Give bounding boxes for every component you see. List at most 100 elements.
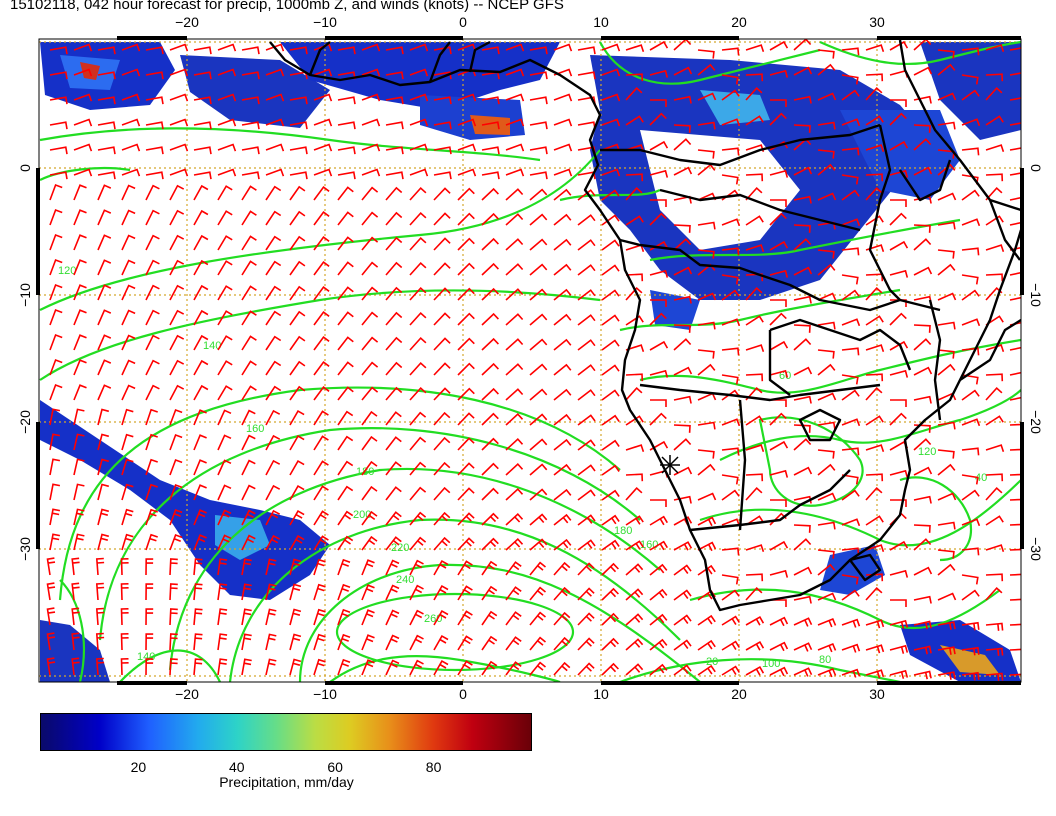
x-tick-label: −10 [313,686,337,700]
wind-barb [529,146,548,155]
wind-barb [49,533,61,551]
wind-barb [433,121,452,130]
wind-barb [337,121,356,130]
wind-barb [505,611,522,626]
wind-barb [889,169,909,178]
wind-barb [313,260,330,276]
wind-barb [529,121,548,130]
wind-barb [913,495,932,504]
wind-barb [553,586,571,601]
wind-barb [505,68,525,77]
wind-barb [577,637,595,651]
wind-barb [265,583,277,601]
wind-barb [49,308,63,326]
wind-barb [265,210,282,226]
wind-barb [1009,423,1021,426]
wind-barb [313,93,333,102]
wind-barb [361,68,381,77]
wind-barb [769,40,789,51]
colorbar [40,713,532,751]
wind-barb [289,121,308,130]
wind-barb [241,310,257,326]
wind-barb [865,486,883,501]
wind-barb [217,558,228,576]
wind-barb [985,173,1004,182]
wind-barb [457,462,475,476]
wind-barb [361,143,381,152]
wind-barb [601,264,620,276]
wind-barb [841,589,860,601]
wind-barb [313,185,330,201]
wind-barb [937,463,956,476]
wind-barb [169,658,178,676]
wind-barb [313,360,330,376]
wind-barb [769,569,789,578]
wind-barb [409,436,427,451]
wind-barb [1009,271,1021,276]
wind-barb [337,633,351,651]
wind-barb [169,558,178,576]
contour-label: 120 [918,446,936,458]
wind-barb [145,121,164,130]
wind-barb [433,212,451,226]
contour-label: 180 [614,525,632,537]
wind-barb [697,639,716,651]
wind-barb [697,541,717,552]
wind-barb [73,168,93,177]
wind-barb [265,118,285,127]
wind-barb [529,363,548,376]
wind-barb [193,284,209,301]
wind-barb [841,474,859,485]
wind-barb [97,483,110,501]
wind-barb [409,634,424,651]
wind-barb [601,539,620,551]
wind-barb [313,658,326,676]
wind-barb [385,559,400,576]
wind-barb [961,347,980,356]
wind-barb [865,515,884,526]
wind-barb [241,71,260,80]
wind-barb [985,672,1004,681]
wind-barb [601,239,620,251]
wind-barb [457,487,475,501]
wind-barb [265,43,285,52]
wind-barb [577,662,595,676]
wind-barb [289,310,306,326]
wind-barb [505,43,525,52]
forecast-map: 120 140 160 180 200 220 240 260 180 160 … [17,14,1044,700]
wind-barb [49,183,63,201]
wind-barb [145,658,154,676]
wind-barb [770,199,787,207]
wind-barb [721,89,740,101]
wind-barb [241,335,257,351]
wind-barb [601,489,620,501]
wind-barbs [46,39,1021,681]
wind-barb [313,633,326,651]
wind-barb [73,118,93,127]
wind-barb [865,415,884,426]
wind-barb [46,557,56,576]
wind-barb [145,483,158,501]
wind-barb [650,99,667,107]
wind-barb [793,66,813,76]
wind-barb [193,384,209,401]
wind-barb [529,513,548,526]
wind-barb [745,315,764,326]
x-tick-label: −20 [175,686,199,700]
wind-barb [241,210,257,226]
wind-barb [97,46,116,55]
wind-barb [961,189,980,201]
wind-barb [505,168,525,177]
wind-barb [961,589,980,601]
wind-barb [601,464,620,476]
wind-barb [337,336,354,351]
wind-barb [265,434,281,451]
wind-barb [793,667,813,677]
wind-barb [337,96,356,105]
wind-barb [121,334,136,351]
wind-barb [889,540,909,551]
wind-barb [817,192,837,201]
wind-barb [505,213,524,226]
contour-label: 60 [779,370,791,382]
wind-barb [913,224,931,233]
